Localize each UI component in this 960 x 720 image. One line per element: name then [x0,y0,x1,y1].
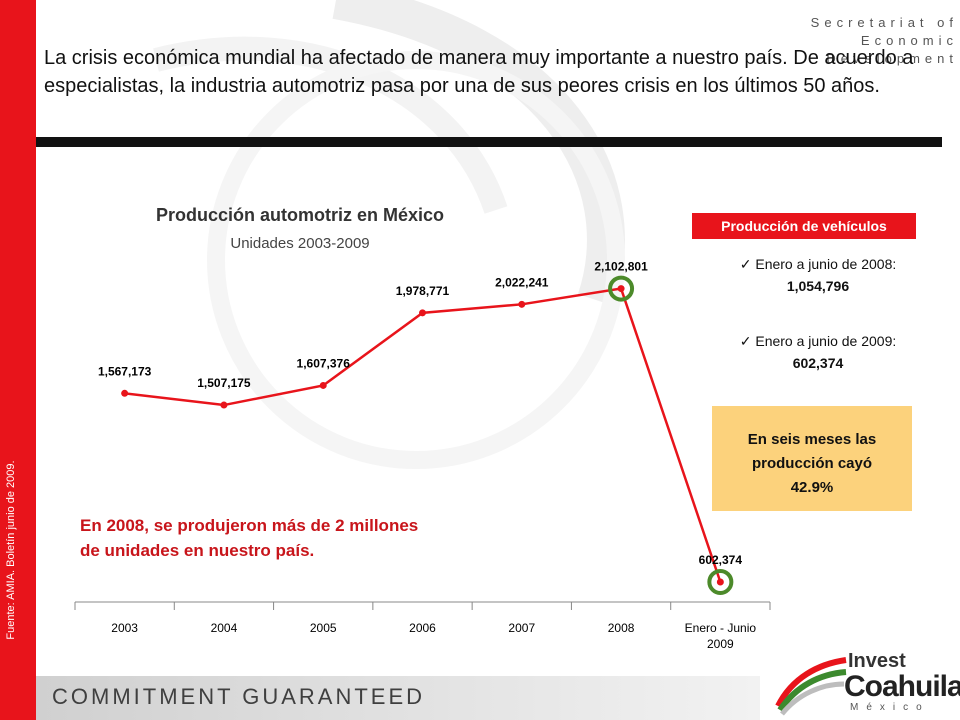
x-tick-label: Enero - Junio 2009 [685,621,757,651]
stat-2009-label: Enero a junio de 2009: [740,333,897,349]
left-accent-bar: Fuente: AMIA. Boletín junio de 2009. [0,0,36,720]
org-name-line1: Secretariat of Economic [810,15,958,48]
decline-note-box: En seis meses las producción cayó 42.9% [712,406,912,511]
data-point [419,309,426,317]
stat-2008-value: 1,054,796 [786,278,850,294]
x-tick-label: 2003 [111,621,138,635]
org-name-line2: Development [826,51,958,66]
logo-word-coahuila: Coahuila [844,670,960,703]
data-point [220,401,228,409]
data-label: 1,607,376 [297,356,351,370]
decline-note-line2: producción cayó [751,455,873,472]
data-label: 1,507,175 [197,376,251,390]
data-point [121,389,129,397]
chart-subtitle: Unidades 2003-2009 [230,235,370,252]
decline-note-text: En seis meses las producción cayó 42.9% [732,428,892,500]
x-tick-label: 2008 [608,621,635,635]
x-tick-label: 2007 [508,621,535,635]
panel-badge: Producción de vehículos [692,213,916,239]
callout-line1: En 2008, se produjeron más de 2 millones [80,516,419,535]
decline-note-line3: 42.9% [790,479,834,496]
decline-note-line1: En seis meses las [747,431,877,448]
footer-strip [36,676,760,720]
highlight-circle [608,275,635,302]
stat-2008-label: Enero a junio de 2008: [740,256,897,272]
stat-2008: Enero a junio de 2008: 1,054,796 [698,253,938,297]
background-swirl [153,0,625,469]
chart-title: Producción automotriz en México [155,205,445,225]
invest-coahuila-logo-mark [775,657,847,716]
data-label: 602,374 [699,553,743,567]
data-label: 1,978,771 [396,284,450,298]
data-point [518,300,526,308]
x-tick-label: 2006 [409,621,436,635]
data-point [716,578,724,586]
stat-2009-value: 602,374 [792,355,844,371]
data-label: 2,022,241 [495,275,549,289]
stat-2009: Enero a junio de 2009: 602,374 [698,330,938,374]
data-label: 2,102,801 [594,260,648,274]
logo-word-mexico: México [850,702,930,713]
headline-divider [36,137,942,147]
callout-text: En 2008, se produjeron más de 2 millones… [80,513,520,563]
headline: La crisis económica mundial ha afectado … [44,47,914,97]
data-point [319,381,327,389]
x-tick-label: 2005 [310,621,337,635]
logo-word-invest: Invest [848,650,906,672]
footer-slogan: COMMITMENT GUARANTEED [52,684,426,709]
highlight-circle [707,568,734,595]
data-label: 1,567,173 [98,364,152,378]
org-name: Secretariat of Economic Development [808,14,958,68]
callout-line2: de unidades en nuestro país. [80,541,315,560]
data-point [617,285,625,293]
x-tick-label: 2004 [211,621,238,635]
